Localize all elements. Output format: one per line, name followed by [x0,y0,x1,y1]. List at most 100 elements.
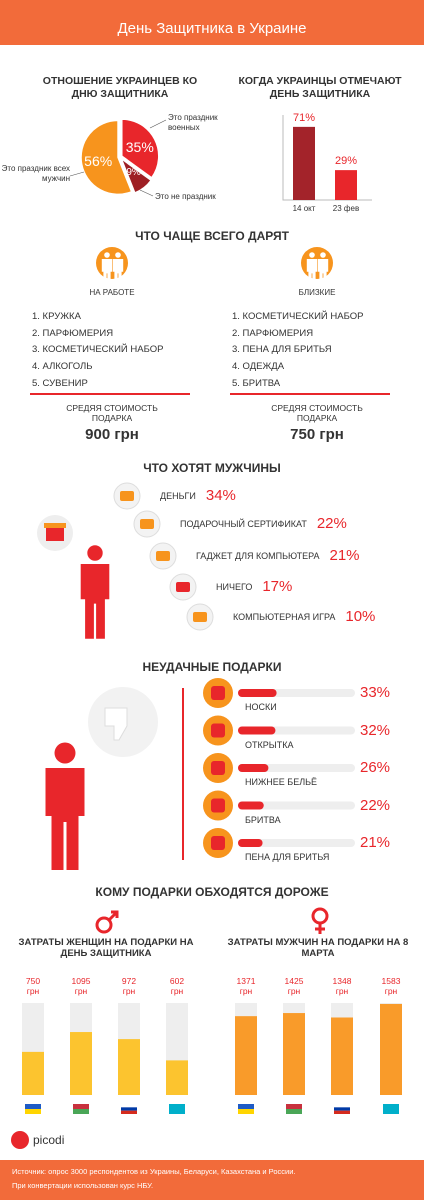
section-title: ЧТО ЧАЩЕ ВСЕГО ДАРЯТ [135,229,289,243]
person-icon [309,252,315,258]
pie-slice [80,119,133,196]
flag [238,1109,254,1114]
want-icon [120,491,134,501]
bar [22,1051,44,1095]
bar [118,1039,140,1095]
gift-item: 4. ОДЕЖДА [232,361,285,373]
flag [383,1109,399,1114]
female-symbol [311,907,329,925]
flag [169,1109,185,1114]
section-title: ЧТО ХОТЯТ МУЖЧИНЫ [143,461,281,475]
gift-item: 3. ПЕНА ДЛЯ БРИТЬЯ [232,344,332,356]
flag [334,1110,350,1114]
value-label: 71% [292,111,316,124]
value-label: 1583 грн [381,976,401,997]
want-value: 34% [205,487,236,504]
gift-item: 2. ПАРФЮМЕРИЯ [32,327,114,339]
person-icon [317,259,329,287]
chart-title: ОТНОШЕНИЕ УКРАИНЦЕВ КО ДНЮ ЗАЩИТНИКА [42,75,198,100]
value-label: 33% [360,684,391,701]
gift-item: 2. ПАРФЮМЕРИЯ [232,327,314,339]
flag [121,1104,137,1108]
fail-icon [211,723,225,738]
gift-item: 3. КОСМЕТИЧЕСКИЙ НАБОР [32,344,164,356]
bar [166,1060,188,1095]
flag [121,1110,137,1114]
want-icon [193,612,207,622]
want-label: КОМПЬЮТЕРНАЯ ИГРА [233,612,336,622]
section-title: НЕУДАЧНЫЕ ПОДАРКИ [142,660,282,674]
fail-icon [211,761,225,775]
gift-item: 4. АЛКОГОЛЬ [32,361,93,373]
footer-bar [0,1160,424,1200]
bar-label: НИЖНЕЕ БЕЛЬЁ [245,777,318,787]
note: При конвертации использован курс НБУ. [12,1181,154,1190]
flag [334,1107,350,1111]
group-label: НА РАБОТЕ [89,288,135,297]
value-label: 22% [360,796,391,814]
slice-label: Это праздник всех мужчин [1,164,70,183]
flag [73,1109,89,1114]
fail-icon [211,686,225,700]
gift-item: 5. БРИТВА [232,377,281,389]
want-label: ПОДАРОЧНЫЙ СЕРТИФИКАТ [180,519,307,529]
person-icon [104,252,110,258]
value-label: 35% [125,138,154,155]
want-value: 17% [262,578,293,595]
bar [238,689,277,697]
gift-item: 1. КОСМЕТИЧЕСКИЙ НАБОР [232,311,364,322]
cost-value: 750 грн [290,426,344,443]
gift-icon [44,523,66,528]
want-label: НИЧЕГО [216,582,253,592]
flag [238,1104,254,1109]
bar-label: ПЕНА ДЛЯ БРИТЬЯ [245,852,330,862]
callout-line [149,119,167,129]
bar [283,1013,305,1095]
person-icon [101,259,113,287]
gift-item: 1. КРУЖКА [32,311,81,322]
person-icon [112,259,124,287]
value-label: 9% [126,166,141,178]
flag [169,1104,185,1109]
value-label: 26% [360,759,391,776]
thumb-icon [104,707,128,741]
bar-label: ОТКРЫТКА [245,739,294,750]
want-value: 22% [316,515,347,532]
gift-item: 5. СУВЕНИР [32,377,88,389]
chart-title: КОГДА УКРАИНЦЫ ОТМЕЧАЮТ ДЕНЬ ЗАЩИТНИКА [238,75,402,100]
want-value: 21% [329,547,360,564]
fail-icon [211,798,225,813]
fail-icon [211,836,225,850]
bar [238,801,264,810]
flag [286,1109,302,1114]
bar [238,726,276,735]
cost-value: 900 грн [85,426,139,443]
person-icon [320,252,326,258]
bar-label: БРИТВА [245,814,281,825]
bar [380,1003,402,1095]
flag [286,1104,302,1109]
bar [238,764,269,772]
gift-icon [46,527,64,541]
value-label: 56% [84,153,113,170]
person-icon [45,768,85,870]
want-icon [156,551,170,561]
bar [293,126,315,200]
flag [383,1104,399,1109]
source: Источник: опрос 3000 респондентов из Укр… [12,1167,296,1176]
section-title: КОМУ ПОДАРКИ ОБХОДЯТСЯ ДОРОЖЕ [95,885,329,899]
flag [334,1104,350,1108]
want-label: ГАДЖЕТ ДЛЯ КОМПЬЮТЕРА [196,551,320,561]
cost-label: СРЕДЯЯ СТОИМОСТЬ ПОДАРКА [271,403,363,424]
chart-title: ЗАТРАТЫ МУЖЧИН НА ПОДАРКИ НА 8 МАРТА [227,937,409,960]
want-icon [140,519,154,529]
want-value: 10% [345,608,376,625]
value-label: 1371 грн [236,976,256,997]
header-title: День Защитника в Украине [117,20,307,37]
bar [235,1016,257,1095]
value-label: 750 грн [25,976,41,997]
bar-track [238,801,355,810]
value-label: 972 грн [121,976,137,997]
flag [121,1107,137,1111]
